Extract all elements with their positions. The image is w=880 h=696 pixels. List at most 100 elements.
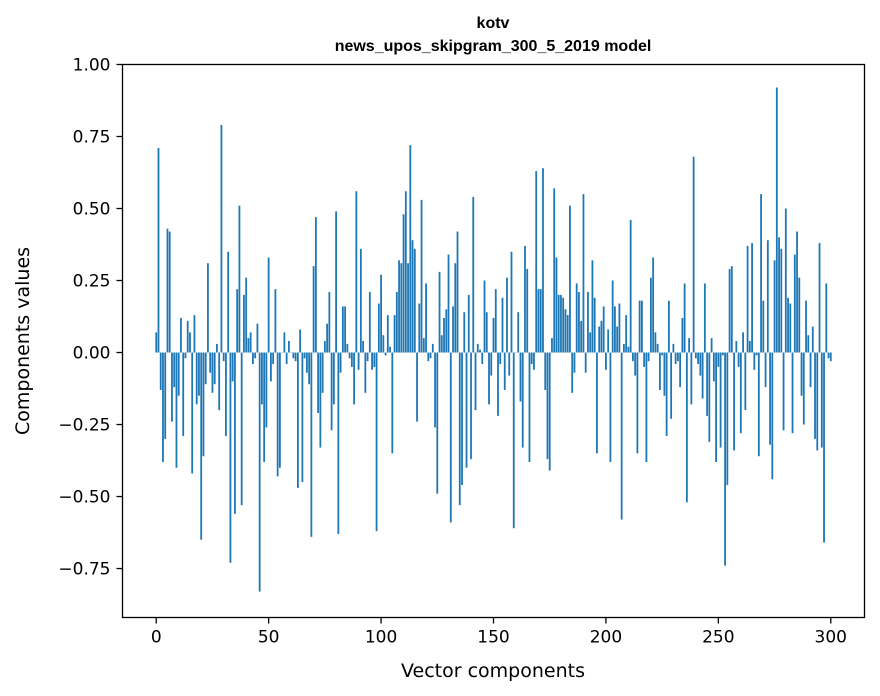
bar-72 [317,352,320,413]
bar-292 [811,326,814,353]
bar-246 [708,352,711,442]
bar-203 [611,280,614,353]
bar-129 [445,309,448,353]
bar-252 [721,352,724,356]
bar-18 [195,352,198,405]
bar-186 [573,352,576,373]
bar-69 [310,352,313,537]
bar-36 [236,289,239,353]
bar-10 [177,352,180,396]
bar-264 [748,341,751,353]
bar-151 [494,289,497,353]
bar-283 [791,352,794,434]
bar-135 [458,352,461,506]
bar-94 [366,352,369,362]
bar-109 [400,263,403,353]
bar-170 [537,289,540,353]
bar-216 [641,300,643,353]
bar-130 [447,254,450,353]
bar-17 [193,315,196,353]
bar-225 [661,352,664,356]
bar-26 [213,352,216,385]
bar-0 [155,332,158,353]
bar-12 [182,352,185,437]
bar-221 [652,257,655,353]
x-tick-label: 200 [590,628,622,648]
bar-116 [416,352,418,422]
chart-title: kotv news_upos_skipgram_300_5_2019 model [335,15,652,55]
bar-169 [535,171,538,353]
y-axis-label: Components values [12,247,34,435]
bar-5 [166,228,169,353]
bar-65 [301,352,304,483]
bar-185 [571,352,574,393]
bar-51 [270,352,272,382]
bar-142 [474,352,477,411]
bar-276 [775,87,778,353]
bar-261 [742,332,744,353]
x-tick-label: 150 [477,628,509,648]
bar-49 [265,352,268,428]
bar-293 [814,352,816,439]
bar-166 [528,352,531,462]
bar-282 [789,303,792,353]
bar-223 [656,343,659,353]
bar-40 [245,277,248,353]
bar-24 [209,352,212,373]
bar-28 [218,352,221,411]
bar-68 [308,352,311,385]
bar-1 [157,148,160,353]
bar-215 [638,300,641,353]
plot-area-frame [121,63,866,619]
bar-14 [186,320,189,353]
bar-187 [575,283,578,353]
bar-53 [274,289,277,353]
bar-197 [598,326,601,353]
bar-268 [757,352,760,457]
bar-79 [332,352,335,405]
bar-280 [784,208,787,353]
bar-164 [524,245,526,353]
bar-30 [222,352,225,362]
bar-206 [618,303,621,353]
bar-93 [364,352,367,393]
bar-242 [699,352,702,376]
bar-122 [429,352,432,359]
bar-41 [247,338,250,353]
bar-119 [422,338,425,353]
bar-214 [636,352,639,454]
bar-243 [701,352,704,399]
bar-95 [368,292,371,353]
y-tick-label: 1.00 [73,56,111,76]
bar-22 [204,352,207,385]
bar-55 [278,352,281,468]
bar-44 [254,352,257,359]
bar-148 [488,352,490,405]
bar-86 [348,352,351,359]
bar-289 [805,300,807,353]
x-tick-label: 300 [815,628,847,648]
bar-9 [175,352,178,468]
bar-82 [339,352,342,373]
y-tick-label: 0.75 [73,128,111,148]
bars-group [155,87,832,592]
bar-189 [580,320,583,353]
bar-291 [809,352,812,388]
bar-168 [533,352,535,370]
bar-43 [252,352,254,365]
bar-66 [303,352,306,359]
bar-279 [782,352,785,431]
bar-147 [485,312,488,353]
bar-23 [207,263,209,353]
bar-124 [434,352,436,428]
bar-146 [483,280,486,353]
y-tick-label: 0.50 [73,200,111,220]
bar-125 [436,352,439,494]
bar-205 [616,326,619,353]
bar-62 [294,352,297,362]
bar-105 [391,352,394,454]
bar-154 [501,297,504,353]
bar-220 [649,277,652,353]
bar-175 [548,352,551,471]
